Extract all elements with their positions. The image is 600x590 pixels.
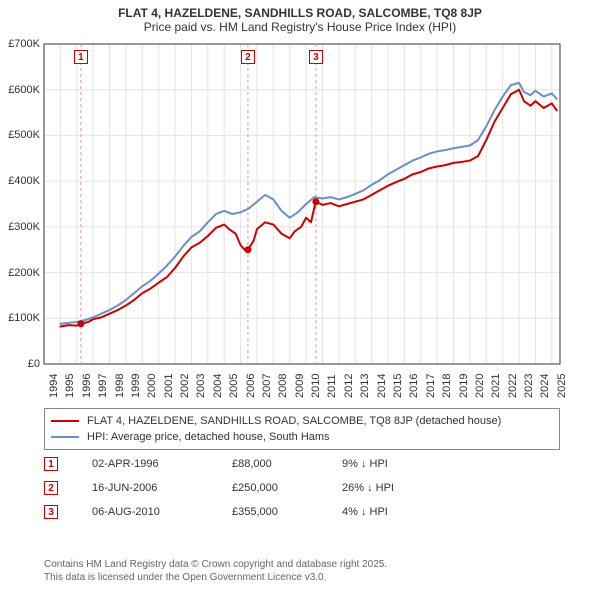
sale-price: £88,000 <box>232 458 342 470</box>
legend-swatch <box>51 420 79 422</box>
sale-marker-badge: 3 <box>44 505 58 519</box>
x-tick-label: 2018 <box>441 374 453 398</box>
legend: FLAT 4, HAZELDENE, SANDHILLS ROAD, SALCO… <box>44 408 560 450</box>
x-tick-label: 2002 <box>179 374 191 398</box>
sale-marker-badge: 1 <box>74 50 88 64</box>
x-tick-label: 2007 <box>261 374 273 398</box>
legend-swatch <box>51 436 79 438</box>
sale-marker-row: 2 16-JUN-2006£250,00026% ↓ HPI <box>44 476 560 500</box>
y-tick-label: £100K <box>0 312 40 324</box>
footer: Contains HM Land Registry data © Crown c… <box>44 558 387 584</box>
x-tick-label: 2022 <box>507 374 519 398</box>
x-tick-label: 1995 <box>64 374 76 398</box>
sale-date: 02-APR-1996 <box>92 458 232 470</box>
x-tick-label: 2024 <box>539 374 551 398</box>
x-tick-label: 2011 <box>326 374 338 398</box>
sale-marker-badge: 2 <box>44 481 58 495</box>
sale-price: £250,000 <box>232 482 342 494</box>
y-tick-label: £0 <box>0 358 40 370</box>
x-tick-label: 1998 <box>114 374 126 398</box>
sale-marker-row: 1 02-APR-1996£88,0009% ↓ HPI <box>44 452 560 476</box>
x-tick-label: 2025 <box>556 374 568 398</box>
x-tick-label: 2019 <box>458 374 470 398</box>
legend-row: FLAT 4, HAZELDENE, SANDHILLS ROAD, SALCO… <box>51 413 553 429</box>
footer-line-1: Contains HM Land Registry data © Crown c… <box>44 558 387 571</box>
sale-date: 06-AUG-2010 <box>92 506 232 518</box>
x-tick-label: 1997 <box>97 374 109 398</box>
sale-price: £355,000 <box>232 506 342 518</box>
x-tick-label: 2012 <box>343 374 355 398</box>
x-tick-label: 1999 <box>130 374 142 398</box>
y-tick-label: £600K <box>0 84 40 96</box>
x-tick-label: 2016 <box>408 374 420 398</box>
x-tick-label: 2020 <box>474 374 486 398</box>
sale-marker-badge: 3 <box>309 50 323 64</box>
x-tick-label: 2013 <box>359 374 371 398</box>
x-tick-label: 2001 <box>163 374 175 398</box>
x-tick-label: 2010 <box>310 374 322 398</box>
sale-markers-table: 1 02-APR-1996£88,0009% ↓ HPI 2 16-JUN-2006£… <box>44 452 560 524</box>
x-tick-label: 2017 <box>425 374 437 398</box>
legend-label: HPI: Average price, detached house, Sout… <box>87 431 330 443</box>
x-tick-label: 2008 <box>277 374 289 398</box>
footer-line-2: This data is licensed under the Open Gov… <box>44 571 387 584</box>
y-tick-label: £400K <box>0 175 40 187</box>
x-tick-label: 1996 <box>81 374 93 398</box>
legend-label: FLAT 4, HAZELDENE, SANDHILLS ROAD, SALCO… <box>87 415 501 427</box>
y-tick-label: £200K <box>0 267 40 279</box>
x-tick-label: 2015 <box>392 374 404 398</box>
sale-vs-hpi: 4% ↓ HPI <box>342 506 462 518</box>
x-tick-label: 2005 <box>228 374 240 398</box>
sale-vs-hpi: 9% ↓ HPI <box>342 458 462 470</box>
y-tick-label: £500K <box>0 129 40 141</box>
chart-container: FLAT 4, HAZELDENE, SANDHILLS ROAD, SALCO… <box>0 0 600 590</box>
sale-vs-hpi: 26% ↓ HPI <box>342 482 462 494</box>
y-tick-label: £700K <box>0 38 40 50</box>
x-tick-label: 2023 <box>523 374 535 398</box>
x-tick-label: 2006 <box>245 374 257 398</box>
sale-date: 16-JUN-2006 <box>92 482 232 494</box>
sale-marker-badge: 2 <box>241 50 255 64</box>
x-tick-label: 2009 <box>294 374 306 398</box>
x-tick-label: 2014 <box>376 374 388 398</box>
legend-row: HPI: Average price, detached house, Sout… <box>51 429 553 445</box>
x-tick-label: 2021 <box>490 374 502 398</box>
x-tick-label: 2003 <box>195 374 207 398</box>
sale-marker-row: 3 06-AUG-2010£355,0004% ↓ HPI <box>44 500 560 524</box>
y-tick-label: £300K <box>0 221 40 233</box>
sale-marker-badge: 1 <box>44 457 58 471</box>
x-tick-label: 2004 <box>212 374 224 398</box>
x-tick-label: 1994 <box>48 374 60 398</box>
x-tick-label: 2000 <box>146 374 158 398</box>
